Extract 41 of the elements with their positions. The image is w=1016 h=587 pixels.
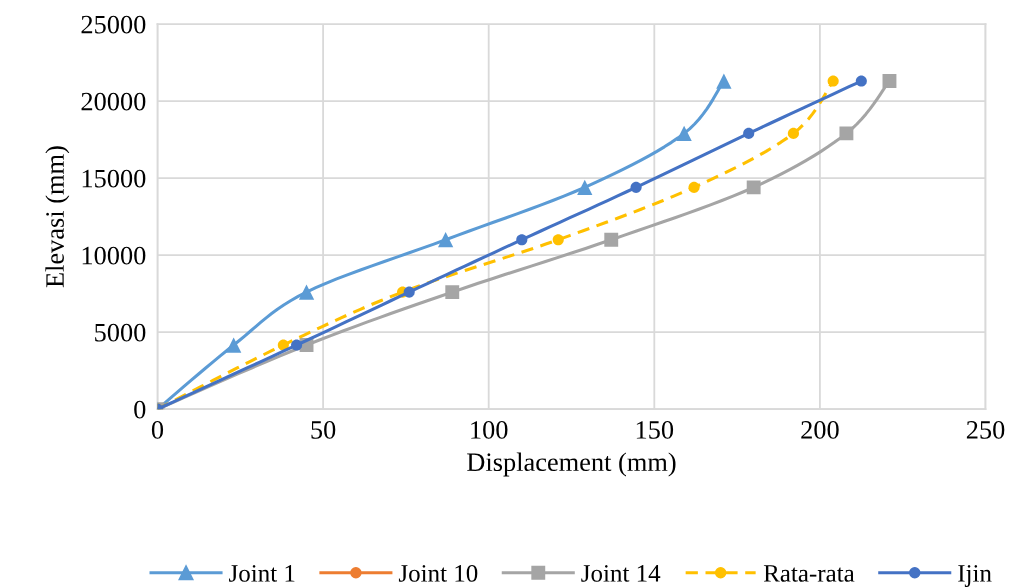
point [716, 73, 732, 89]
x-tick-label: 250 [966, 421, 1005, 439]
point [855, 75, 867, 87]
x-tick-label: 200 [801, 421, 839, 439]
point [839, 126, 854, 141]
y-tick-label: 15000 [82, 169, 146, 188]
point [445, 285, 460, 300]
legend-label: Joint 1 [229, 565, 295, 582]
point [604, 232, 619, 247]
point [676, 125, 692, 142]
point [630, 181, 642, 193]
point [403, 286, 415, 298]
point [882, 74, 897, 88]
point [291, 339, 303, 351]
point [743, 127, 755, 139]
y-tick-label: 10000 [82, 246, 146, 265]
point [552, 234, 564, 246]
x-tick-label: 0 [151, 421, 164, 439]
x-tick-label: 100 [471, 421, 508, 439]
legend-label: Joint 10 [398, 564, 478, 582]
legend-label: Ijin [958, 565, 992, 587]
y-tick-label: 5000 [95, 323, 146, 342]
legend-label: Joint 14 [581, 565, 661, 582]
point [516, 234, 528, 246]
point [226, 337, 242, 353]
point [746, 180, 761, 195]
point [277, 339, 289, 351]
point [688, 181, 700, 193]
point [787, 127, 799, 139]
y-tick-label: 25000 [81, 15, 146, 34]
x-tick-label: 50 [311, 421, 336, 439]
y-axis-title: Elevasi (mm) [45, 146, 70, 288]
legend-label: Rata-rata [763, 565, 855, 582]
y-tick-label: 20000 [81, 92, 146, 111]
x-axis-title: Displacement (mm) [467, 452, 676, 477]
point [577, 179, 593, 195]
point [298, 284, 315, 300]
x-tick-label: 150 [636, 421, 674, 439]
point [438, 232, 454, 248]
y-tick-label: 0 [134, 400, 146, 419]
point [827, 75, 839, 87]
